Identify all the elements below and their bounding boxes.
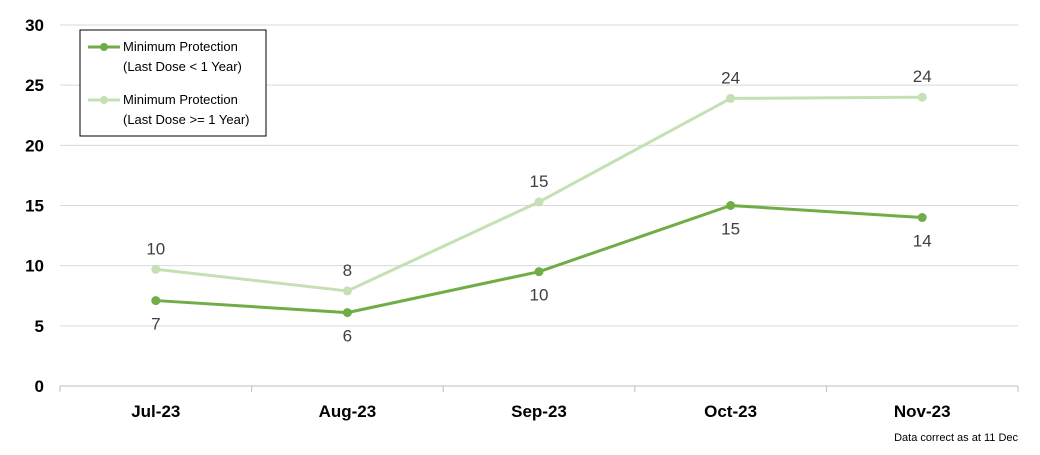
series-line-2: [155, 95, 923, 293]
data-point-series-1: [534, 267, 544, 277]
y-tick-label: 15: [25, 197, 44, 216]
series-lines: [151, 92, 927, 318]
x-tick-label: Sep-23: [511, 402, 567, 421]
legend-label-series-2-line1: Minimum Protection: [123, 92, 238, 107]
y-tick-label: 10: [25, 257, 44, 276]
data-label-series-1: 6: [343, 327, 352, 346]
data-label-series-1: 14: [913, 232, 932, 251]
data-point-series-1: [917, 213, 927, 223]
data-label-series-2: 10: [146, 239, 165, 258]
data-label-series-2: 8: [343, 261, 352, 280]
data-label-series-1: 7: [151, 315, 160, 334]
data-point-series-2: [917, 92, 927, 102]
data-point-series-1: [151, 296, 161, 306]
data-label-series-1: 10: [530, 286, 549, 305]
legend-label-series-1-line1: Minimum Protection: [123, 39, 238, 54]
x-tick-label: Jul-23: [131, 402, 180, 421]
data-point-series-1: [342, 308, 352, 318]
y-tick-label: 20: [25, 136, 44, 155]
x-tick-label: Nov-23: [894, 402, 951, 421]
y-tick-label: 0: [35, 377, 44, 396]
data-labels: 10 8 15 24 24 7 6 10 15 14: [146, 67, 931, 345]
data-label-series-2: 24: [721, 68, 740, 87]
y-tick-label: 5: [35, 317, 44, 336]
legend: Minimum Protection (Last Dose < 1 Year) …: [79, 29, 267, 137]
footnote: Data correct as at 11 Dec: [894, 432, 1018, 444]
data-label-series-2: 15: [530, 172, 549, 191]
y-tick-label: 30: [25, 16, 44, 35]
legend-marker-series-1: [100, 43, 108, 51]
x-axis-ticks: Jul-23 Aug-23 Sep-23 Oct-23 Nov-23: [131, 402, 950, 421]
legend-marker-series-2: [100, 96, 108, 104]
data-point-series-2: [342, 286, 352, 296]
data-point-series-2: [151, 264, 161, 274]
data-point-series-2: [534, 197, 544, 207]
y-tick-label: 25: [25, 76, 44, 95]
legend-label-series-2-line2: (Last Dose >= 1 Year): [123, 112, 249, 127]
data-label-series-1: 15: [721, 220, 740, 239]
data-point-series-1: [726, 201, 736, 210]
data-point-series-2: [726, 93, 736, 103]
y-axis-ticks: 0 5 10 15 20 25 30: [25, 16, 44, 396]
data-label-series-2: 24: [913, 67, 932, 86]
x-tick-label: Aug-23: [319, 402, 377, 421]
x-tick-label: Oct-23: [704, 402, 757, 421]
legend-label-series-1-line2: (Last Dose < 1 Year): [123, 59, 242, 74]
